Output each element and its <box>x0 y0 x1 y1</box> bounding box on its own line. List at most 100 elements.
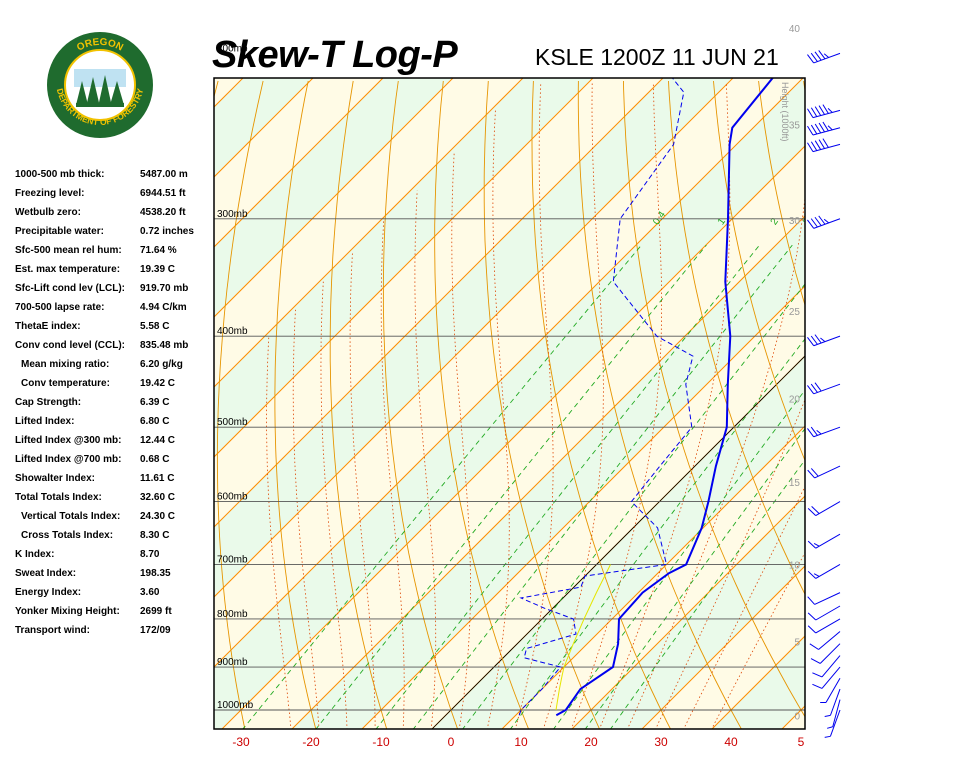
wind-barb-flag <box>813 542 820 547</box>
wind-barb-flag <box>810 218 818 228</box>
temperature-tick-label: 0 <box>448 735 455 749</box>
wind-barb-staff <box>825 677 841 703</box>
isobar-label: 700mb <box>217 554 248 565</box>
wind-barb-flag <box>824 714 831 717</box>
isotherm-line <box>291 215 805 729</box>
dry-adiabat-line <box>274 80 317 729</box>
wind-barb-flag <box>809 643 819 650</box>
isobar-label: 900mb <box>217 657 248 668</box>
index-value: 835.48 mb <box>140 340 189 351</box>
wind-barb-flag <box>807 570 817 579</box>
wind-barb-flag <box>810 141 818 151</box>
index-value: 8.70 <box>140 549 160 560</box>
index-value: 2699 ft <box>140 606 172 617</box>
index-label: Precipitable water: <box>15 226 104 237</box>
wind-barb-staff <box>813 335 841 347</box>
index-row: 700-500 lapse rate: 4.94 C/km <box>15 299 215 318</box>
dry-adiabat-line <box>939 81 960 729</box>
isotherm-band <box>214 78 805 729</box>
index-value: 4.94 C/km <box>140 302 187 313</box>
height-tick-label: 15 <box>789 478 801 489</box>
index-row: ThetaE index: 5.58 C <box>15 318 215 337</box>
plot-frame <box>213 77 806 730</box>
wind-barb-flag <box>818 215 826 225</box>
index-row: 1000-500 mb thick: 5487.00 m <box>15 166 215 185</box>
wind-barb-flag <box>827 108 833 113</box>
wind-barb-flag <box>814 334 822 344</box>
wind-barb <box>812 666 841 689</box>
wind-barb-flag <box>822 138 829 148</box>
index-label: Sfc-Lift cond lev (LCL): <box>15 283 125 294</box>
index-row: Wetbulb zero: 4538.20 ft <box>15 204 215 223</box>
wind-barb-staff <box>814 465 841 479</box>
wind-barb-staff <box>829 688 841 716</box>
wind-barb-staff <box>813 218 841 229</box>
index-value: 5487.00 m <box>140 169 188 180</box>
isotherm-line <box>361 285 805 729</box>
wind-barb-staff <box>815 605 841 621</box>
index-row: Vertical Totals Index: 24.30 C <box>15 508 215 527</box>
wind-barb-flag <box>820 337 826 343</box>
index-value: 19.39 C <box>140 264 176 275</box>
wind-barb <box>807 121 841 136</box>
isobar-label: 800mb <box>217 609 248 620</box>
wind-barb <box>807 215 841 229</box>
wind-barb <box>807 138 841 153</box>
moist-adiabat-line <box>320 281 348 729</box>
height-tick-label: 40 <box>789 24 801 35</box>
index-value: 0.68 C <box>140 454 170 465</box>
mixing-ratio-label: 5 <box>844 216 856 227</box>
temperature-tick-label: -10 <box>372 735 390 749</box>
wind-barb-flag <box>811 506 820 514</box>
index-value: 71.64 % <box>140 245 177 256</box>
index-value: 6.39 C <box>140 397 170 408</box>
index-label: Yonker Mixing Height: <box>15 606 120 617</box>
wind-barb-flag <box>810 107 818 117</box>
temperature-tick-label: 10 <box>514 735 528 749</box>
mixing-ratio-label: 8 <box>886 216 898 227</box>
index-row: Mean mixing ratio: 6.20 g/kg <box>15 356 215 375</box>
index-row: Sfc-500 mean rel hum: 71.64 % <box>15 242 215 261</box>
wind-barb-flag <box>807 54 815 64</box>
wind-barb-staff <box>812 143 841 153</box>
wind-barb-staff <box>812 109 841 119</box>
isotherm-line <box>571 495 805 729</box>
index-row: Energy Index: 3.60 <box>15 584 215 603</box>
moist-adiabat-line <box>571 82 662 729</box>
index-label: Cross Totals Index: <box>21 530 114 541</box>
station-time-label: KSLE 1200Z 11 JUN 21 <box>535 44 779 70</box>
index-value: 8.30 C <box>140 530 170 541</box>
index-value: 4538.20 ft <box>140 207 186 218</box>
index-value: 19.42 C <box>140 378 176 389</box>
moist-adiabat-line <box>542 82 604 729</box>
wind-barb-flag <box>823 218 830 224</box>
svg-text:OREGON: OREGON <box>75 37 125 54</box>
index-value: 6944.51 ft <box>140 188 186 199</box>
wind-barb <box>807 605 841 621</box>
index-label: Transport wind: <box>15 625 90 636</box>
temperature-tick-label: -30 <box>232 735 250 749</box>
wind-barb-flag <box>810 658 821 664</box>
index-label: Conv temperature: <box>21 378 110 389</box>
wind-barb <box>812 655 841 678</box>
wind-barb-flag <box>818 139 825 149</box>
height-tick-label: 20 <box>789 394 801 405</box>
index-row: Freezing level: 6944.51 ft <box>15 185 215 204</box>
index-row: Lifted Index: 6.80 C <box>15 413 215 432</box>
wind-barb-flag <box>814 106 822 116</box>
mixing-ratio-line <box>375 244 760 729</box>
isotherm-line <box>501 425 805 729</box>
dry-adiabat-line <box>531 80 671 729</box>
wind-barb <box>824 709 841 738</box>
index-row: Lifted Index @300 mb: 12.44 C <box>15 432 215 451</box>
isobar-label: 400mb <box>217 326 248 337</box>
index-value: 919.70 mb <box>140 283 189 294</box>
isotherm-band <box>782 706 805 729</box>
index-label: Energy Index: <box>15 587 82 598</box>
wind-barb <box>807 50 841 64</box>
index-label: Sweat Index: <box>15 568 77 579</box>
index-label: Mean mixing ratio: <box>21 359 110 370</box>
wind-barb <box>807 426 841 438</box>
wind-barb-flag <box>816 429 822 435</box>
